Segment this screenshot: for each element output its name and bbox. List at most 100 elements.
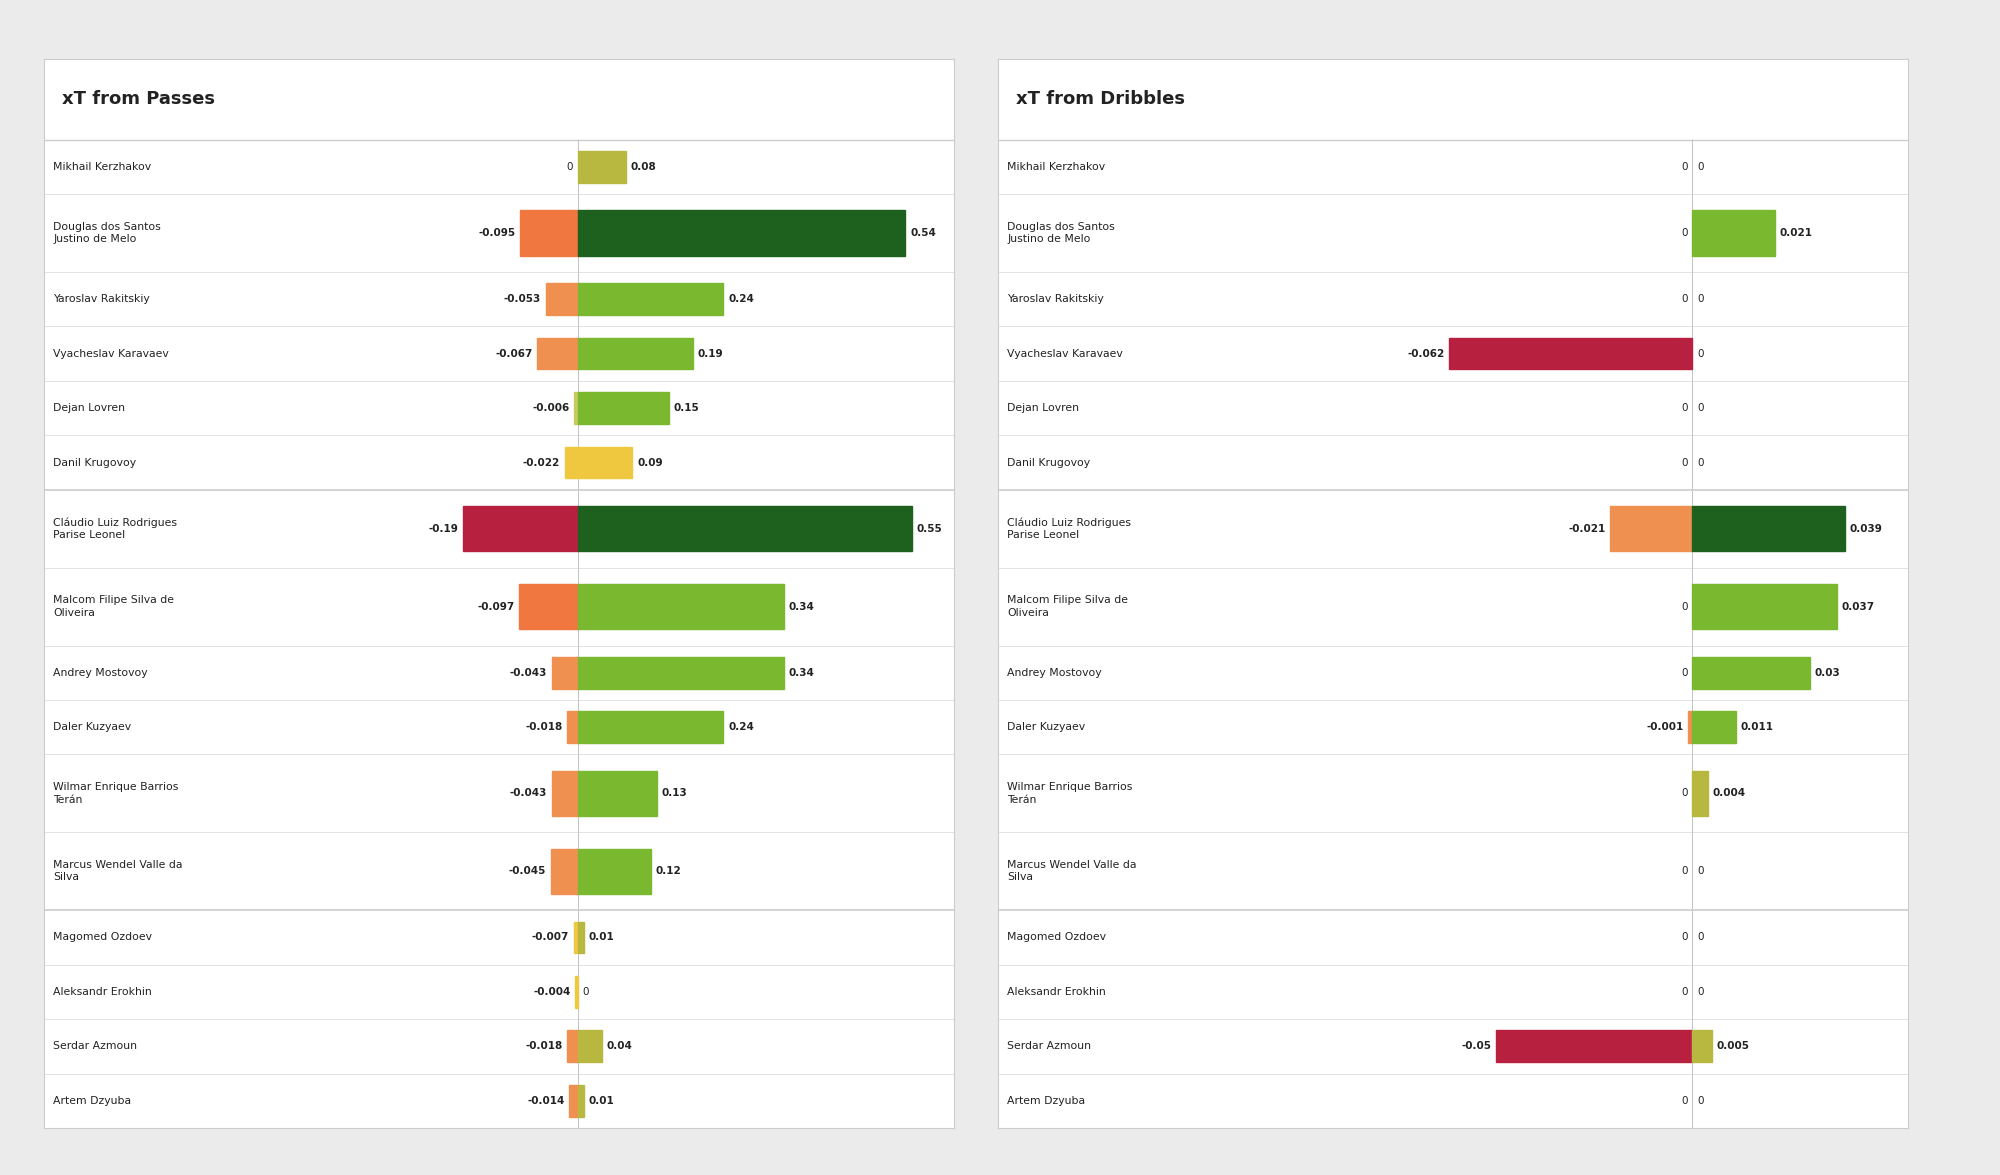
Text: 0: 0: [1682, 162, 1688, 172]
Text: -0.022: -0.022: [522, 457, 560, 468]
Bar: [1496, 1030, 1692, 1062]
Text: 0: 0: [1682, 987, 1688, 996]
Text: Andrey Mostovoy: Andrey Mostovoy: [54, 667, 148, 678]
Text: 0.24: 0.24: [728, 294, 754, 304]
Text: Aleksandr Erokhin: Aleksandr Erokhin: [54, 987, 152, 996]
Bar: [578, 446, 632, 478]
Bar: [574, 392, 578, 424]
Text: 0.13: 0.13: [662, 788, 688, 798]
Text: 0: 0: [1696, 932, 1704, 942]
Bar: [578, 1030, 602, 1062]
Text: Dejan Lovren: Dejan Lovren: [54, 403, 126, 414]
Text: -0.095: -0.095: [478, 228, 516, 239]
Text: 0: 0: [1696, 987, 1704, 996]
Text: 0.19: 0.19: [698, 349, 724, 358]
Text: Andrey Mostovoy: Andrey Mostovoy: [1008, 667, 1102, 678]
Text: -0.05: -0.05: [1462, 1041, 1492, 1052]
Text: 0: 0: [1696, 403, 1704, 414]
Bar: [1692, 657, 1810, 689]
Text: Cláudio Luiz Rodrigues
Parise Leonel: Cláudio Luiz Rodrigues Parise Leonel: [54, 517, 178, 540]
Text: 0: 0: [1682, 866, 1688, 877]
Text: -0.018: -0.018: [526, 1041, 562, 1052]
Text: 0.021: 0.021: [1780, 228, 1812, 239]
Bar: [1692, 210, 1774, 256]
Bar: [578, 152, 626, 183]
Text: Artem Dzyuba: Artem Dzyuba: [54, 1096, 132, 1106]
Text: Douglas dos Santos
Justino de Melo: Douglas dos Santos Justino de Melo: [54, 222, 160, 244]
Text: Malcom Filipe Silva de
Oliveira: Malcom Filipe Silva de Oliveira: [1008, 596, 1128, 618]
Text: Dejan Lovren: Dejan Lovren: [1008, 403, 1080, 414]
Text: Vyacheslav Karavaev: Vyacheslav Karavaev: [1008, 349, 1122, 358]
Bar: [578, 1085, 584, 1116]
Text: 0: 0: [1682, 228, 1688, 239]
Text: -0.067: -0.067: [496, 349, 532, 358]
Text: -0.043: -0.043: [510, 667, 548, 678]
Text: 0.12: 0.12: [656, 866, 680, 877]
Text: 0.04: 0.04: [606, 1041, 632, 1052]
Text: Mikhail Kerzhakov: Mikhail Kerzhakov: [1008, 162, 1106, 172]
Bar: [538, 338, 578, 369]
Text: 0.09: 0.09: [638, 457, 662, 468]
Text: Marcus Wendel Valle da
Silva: Marcus Wendel Valle da Silva: [1008, 860, 1136, 882]
Text: -0.062: -0.062: [1408, 349, 1444, 358]
Text: Daler Kuzyaev: Daler Kuzyaev: [54, 723, 132, 732]
Text: Wilmar Enrique Barrios
Terán: Wilmar Enrique Barrios Terán: [1008, 783, 1132, 805]
Bar: [1692, 584, 1838, 629]
Bar: [578, 283, 724, 315]
Bar: [578, 506, 912, 551]
Text: 0.34: 0.34: [788, 667, 814, 678]
Bar: [546, 283, 578, 315]
Bar: [1692, 771, 1708, 815]
Text: 0.01: 0.01: [588, 932, 614, 942]
Text: Daler Kuzyaev: Daler Kuzyaev: [1008, 723, 1086, 732]
Bar: [1688, 711, 1692, 743]
Text: -0.018: -0.018: [526, 723, 562, 732]
Text: 0: 0: [1696, 457, 1704, 468]
Bar: [578, 338, 694, 369]
Bar: [566, 711, 578, 743]
Text: -0.001: -0.001: [1646, 723, 1684, 732]
Bar: [564, 446, 578, 478]
Bar: [1692, 711, 1736, 743]
Bar: [1610, 506, 1692, 551]
Text: Danil Krugovoy: Danil Krugovoy: [1008, 457, 1090, 468]
Text: 0: 0: [1682, 667, 1688, 678]
Text: xT from Dribbles: xT from Dribbles: [1016, 90, 1186, 108]
Bar: [574, 921, 578, 953]
Bar: [578, 657, 784, 689]
Bar: [570, 1085, 578, 1116]
Bar: [552, 771, 578, 815]
Text: 0: 0: [1682, 602, 1688, 612]
Bar: [462, 506, 578, 551]
Text: -0.045: -0.045: [508, 866, 546, 877]
Text: xT from Passes: xT from Passes: [62, 90, 216, 108]
Text: -0.007: -0.007: [532, 932, 570, 942]
Text: 0: 0: [1682, 294, 1688, 304]
Text: Mikhail Kerzhakov: Mikhail Kerzhakov: [54, 162, 152, 172]
Text: 0.005: 0.005: [1716, 1041, 1750, 1052]
Text: Aleksandr Erokhin: Aleksandr Erokhin: [1008, 987, 1106, 996]
Text: 0: 0: [1682, 457, 1688, 468]
Bar: [520, 584, 578, 629]
Bar: [566, 1030, 578, 1062]
Text: Cláudio Luiz Rodrigues
Parise Leonel: Cláudio Luiz Rodrigues Parise Leonel: [1008, 517, 1132, 540]
Text: 0: 0: [582, 987, 588, 996]
Text: 0.037: 0.037: [1842, 602, 1876, 612]
Text: -0.19: -0.19: [428, 524, 458, 533]
Text: Magomed Ozdoev: Magomed Ozdoev: [54, 932, 152, 942]
Bar: [578, 210, 906, 256]
Text: -0.006: -0.006: [532, 403, 570, 414]
Text: Magomed Ozdoev: Magomed Ozdoev: [1008, 932, 1106, 942]
Text: 0.004: 0.004: [1712, 788, 1746, 798]
Text: Wilmar Enrique Barrios
Terán: Wilmar Enrique Barrios Terán: [54, 783, 178, 805]
Text: 0.54: 0.54: [910, 228, 936, 239]
Text: 0: 0: [566, 162, 574, 172]
Bar: [578, 771, 656, 815]
Text: 0: 0: [1696, 162, 1704, 172]
Text: Marcus Wendel Valle da
Silva: Marcus Wendel Valle da Silva: [54, 860, 182, 882]
Bar: [578, 392, 668, 424]
Bar: [578, 848, 650, 894]
Text: 0: 0: [1696, 294, 1704, 304]
Text: Douglas dos Santos
Justino de Melo: Douglas dos Santos Justino de Melo: [1008, 222, 1114, 244]
Bar: [578, 921, 584, 953]
